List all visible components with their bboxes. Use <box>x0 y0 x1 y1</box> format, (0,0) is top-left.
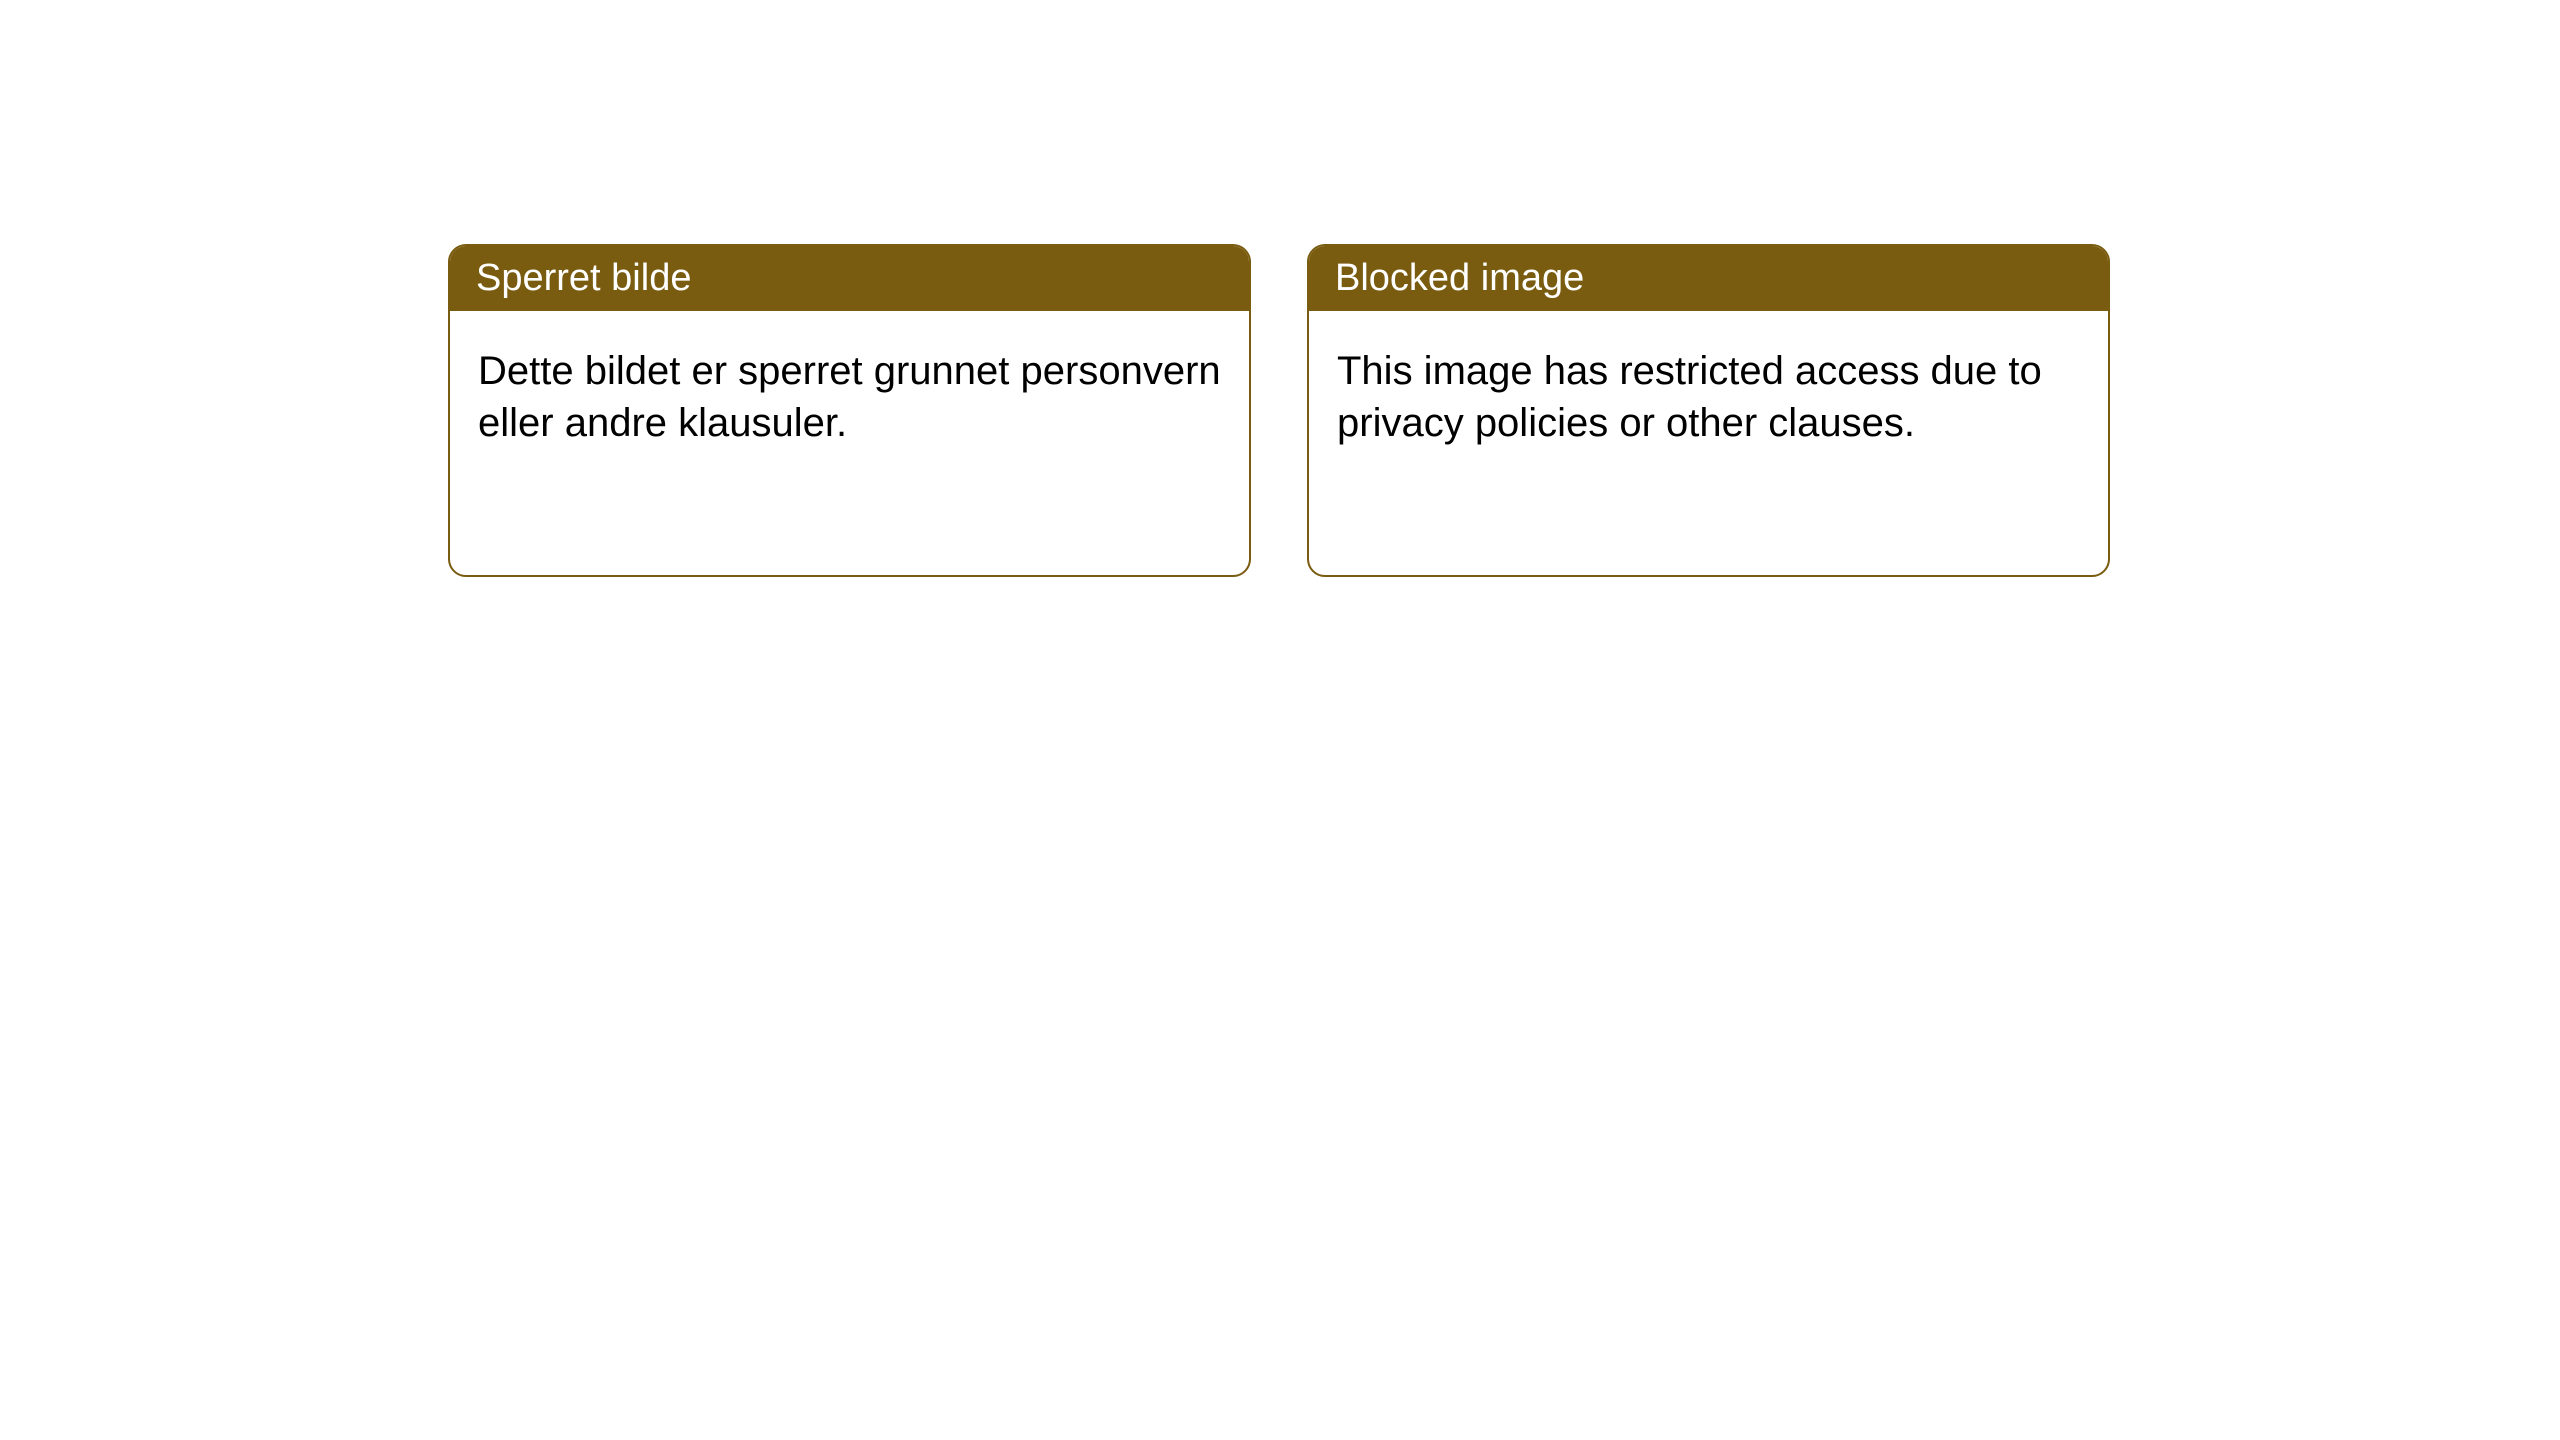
notice-container: Sperret bilde Dette bildet er sperret gr… <box>0 0 2560 577</box>
notice-body-norwegian: Dette bildet er sperret grunnet personve… <box>450 311 1249 483</box>
notice-header-english: Blocked image <box>1309 246 2108 311</box>
notice-box-english: Blocked image This image has restricted … <box>1307 244 2110 577</box>
notice-body-english: This image has restricted access due to … <box>1309 311 2108 483</box>
notice-box-norwegian: Sperret bilde Dette bildet er sperret gr… <box>448 244 1251 577</box>
notice-header-norwegian: Sperret bilde <box>450 246 1249 311</box>
